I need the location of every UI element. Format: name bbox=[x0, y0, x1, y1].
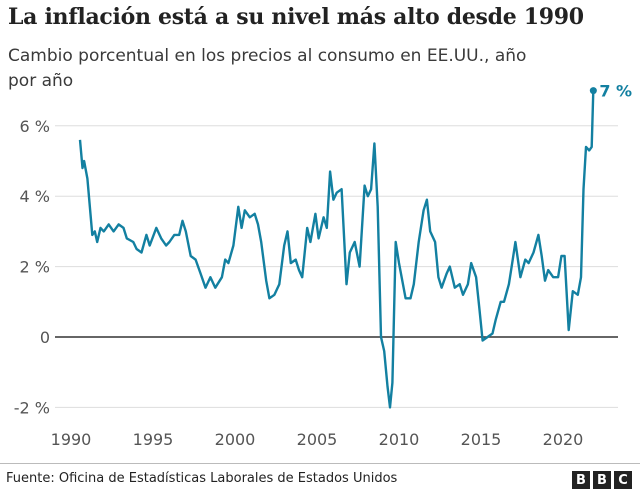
inflation-line bbox=[78, 90, 595, 409]
y-tick-label: 6 % bbox=[20, 117, 50, 136]
y-tick-label: 4 % bbox=[20, 187, 50, 206]
y-tick-label: 0 bbox=[40, 328, 50, 347]
bbc-logo: B B C bbox=[572, 471, 632, 489]
x-tick-label: 1990 bbox=[51, 430, 92, 449]
end-point-label: 7 % bbox=[599, 82, 632, 101]
x-tick-label: 2005 bbox=[297, 430, 338, 449]
x-tick-label: 2010 bbox=[379, 430, 420, 449]
y-tick-label: 2 % bbox=[20, 258, 50, 277]
line-chart: 6 % 4 % 2 % 0 -2 % 1990 1995 2000 2005 2010 2015 2… bbox=[14, 82, 632, 449]
chart-title: La inflación está a su nivel más alto de… bbox=[8, 4, 584, 30]
end-point-marker bbox=[589, 87, 597, 95]
chart-subtitle: Cambio porcentual en los precios al cons… bbox=[8, 46, 527, 91]
x-tick-label: 1995 bbox=[133, 430, 174, 449]
bbc-logo-block: B bbox=[593, 471, 611, 489]
bbc-logo-block: C bbox=[614, 471, 632, 489]
x-tick-label: 2020 bbox=[543, 430, 584, 449]
y-tick-label: -2 % bbox=[14, 398, 50, 417]
x-tick-label: 2015 bbox=[461, 430, 502, 449]
bbc-logo-block: B bbox=[572, 471, 590, 489]
x-tick-label: 2000 bbox=[215, 430, 256, 449]
footer-divider bbox=[0, 463, 640, 464]
source-note: Fuente: Oficina de Estadísticas Laborale… bbox=[6, 471, 398, 486]
